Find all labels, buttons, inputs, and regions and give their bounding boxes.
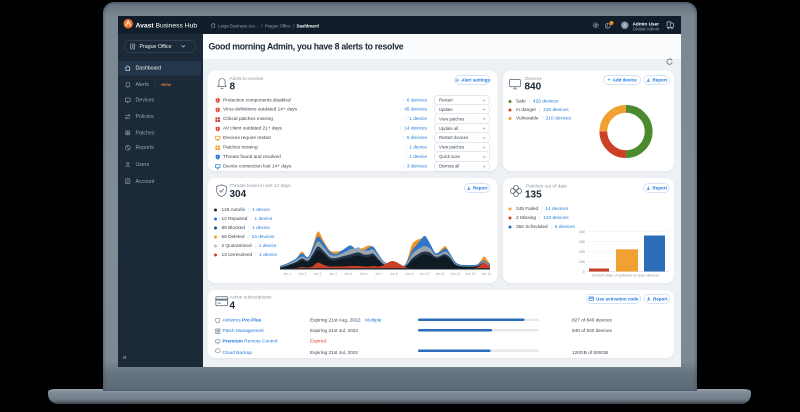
svg-text:200: 200: [579, 250, 585, 254]
svg-text:300: 300: [579, 240, 585, 244]
svg-text:400: 400: [579, 230, 585, 234]
svg-text:100: 100: [579, 260, 585, 264]
svg-text:0: 0: [583, 270, 585, 274]
